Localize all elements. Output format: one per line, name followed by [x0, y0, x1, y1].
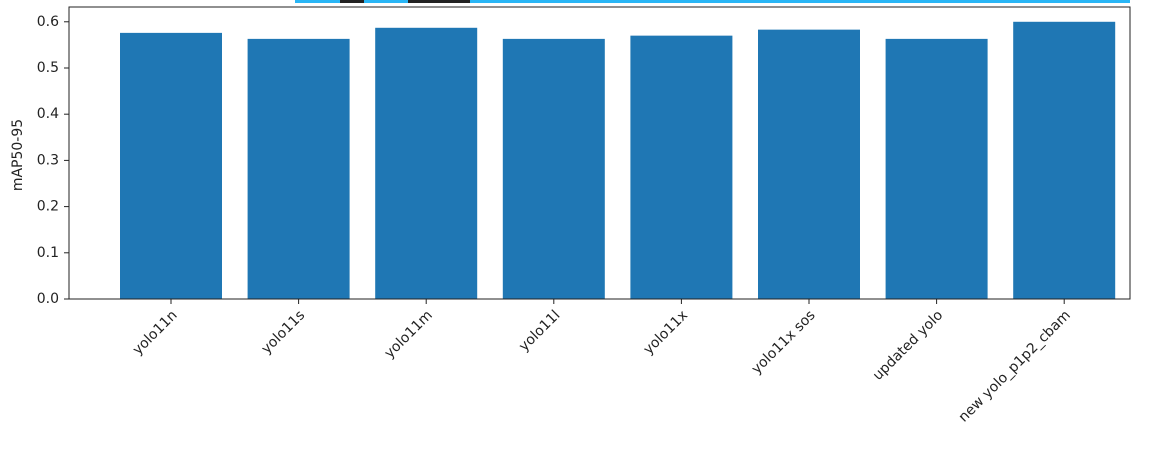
x-tick-label: yolo11x sos — [749, 307, 819, 377]
x-tick-label: new yolo_p1p2_cbam — [956, 307, 1074, 425]
y-axis-label: mAP50-95 — [10, 119, 26, 191]
screen-highlight — [295, 0, 1130, 3]
y-tick-label: 0.6 — [37, 14, 59, 30]
x-tick-label: yolo11l — [516, 307, 563, 354]
bar — [120, 32, 222, 300]
screen-artifact — [340, 0, 364, 3]
bar — [630, 35, 733, 299]
bar — [502, 38, 605, 299]
x-tick-label: yolo11m — [382, 307, 436, 361]
x-tick-label: yolo11n — [130, 307, 181, 358]
screen-artifact — [408, 0, 470, 3]
bar — [885, 38, 988, 299]
bar — [1013, 21, 1116, 299]
plot-frame — [68, 6, 1131, 300]
bar — [758, 29, 860, 299]
x-tick-label: updated yolo — [870, 307, 946, 383]
x-tick-label: yolo11s — [258, 307, 308, 357]
x-tick-label: yolo11x — [641, 307, 691, 357]
y-tick-label: 0.4 — [37, 106, 59, 122]
y-tick-label: 0.1 — [37, 245, 59, 261]
y-tick-label: 0.5 — [37, 60, 59, 76]
y-tick-label: 0.3 — [37, 152, 59, 168]
bar — [247, 38, 350, 299]
y-tick-label: 0.2 — [37, 199, 59, 215]
bar — [375, 27, 478, 300]
y-tick-label: 0.0 — [37, 291, 59, 307]
